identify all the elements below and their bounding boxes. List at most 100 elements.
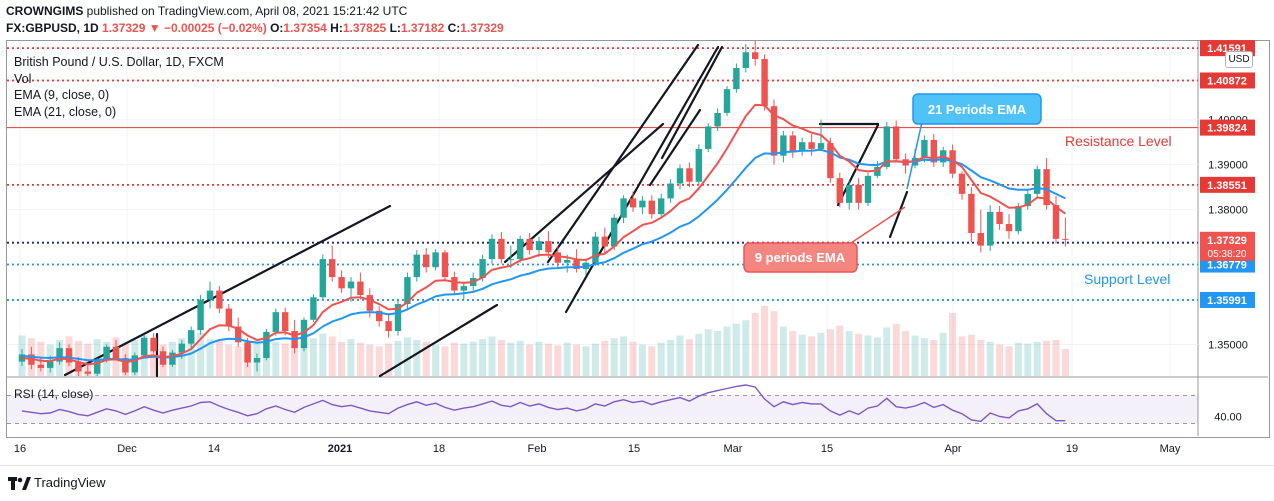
- volume-bar: [845, 331, 853, 376]
- candle-body: [517, 238, 524, 260]
- high-label: H:: [330, 21, 343, 35]
- candle-body: [564, 259, 571, 263]
- high-value: 1.37825: [342, 21, 387, 35]
- price-axis[interactable]: 1.350001.380001.390001.400001.408721.415…: [1200, 40, 1255, 352]
- volume-bar: [695, 333, 703, 376]
- candle-body: [432, 252, 439, 268]
- candle-body: [1005, 224, 1013, 232]
- candle-body: [1015, 206, 1022, 232]
- legend-ema9[interactable]: EMA (9, close, 0): [14, 88, 110, 102]
- candle-body: [836, 178, 843, 203]
- candle-body: [761, 58, 768, 107]
- candle-body: [1062, 238, 1069, 240]
- support-level-label: Support Level: [1084, 271, 1170, 287]
- candle-body: [780, 135, 787, 156]
- volume-bar: [488, 336, 496, 376]
- volume-bar: [751, 313, 759, 376]
- tradingview-logo-icon[interactable]: [8, 476, 32, 492]
- legend-ema21[interactable]: EMA (21, close, 0): [14, 104, 117, 119]
- time-tick-label: Feb: [528, 443, 547, 455]
- volume-bar: [1014, 342, 1022, 376]
- volume-bar: [685, 339, 693, 376]
- candle-body: [601, 236, 608, 247]
- volume-bar: [497, 340, 505, 376]
- ema21-label: 21 Periods EMA: [928, 102, 1027, 117]
- candle-body: [131, 355, 138, 373]
- candle-body: [460, 286, 467, 291]
- candle-body: [75, 362, 82, 372]
- open-label: O:: [270, 21, 284, 35]
- candle-body: [733, 67, 740, 90]
- legend-rsi[interactable]: RSI (14, close): [14, 387, 94, 401]
- volume-bar: [676, 335, 684, 376]
- candle-body: [319, 259, 326, 298]
- volume-bar: [403, 337, 411, 376]
- candle-body: [282, 312, 289, 332]
- volume-bar: [836, 325, 844, 376]
- volume-bar: [1043, 340, 1051, 376]
- volume-bar: [573, 344, 581, 376]
- volume-bar: [1052, 340, 1060, 376]
- volume-bar: [272, 341, 280, 376]
- candle-body: [507, 259, 514, 261]
- publish-line: CROWNGIMS published on TradingView.com, …: [6, 4, 407, 18]
- volume-bar: [996, 344, 1004, 376]
- candle-body: [103, 346, 110, 361]
- price-badge-bg: [1200, 72, 1255, 89]
- candle-body: [310, 297, 317, 320]
- volume-bar: [817, 332, 825, 376]
- trendline: [378, 303, 499, 378]
- candle-body: [329, 259, 336, 278]
- chart-legend: British Pound / U.S. Dollar, 1D, FXCM Vo…: [14, 54, 224, 120]
- currency-button[interactable]: USD: [1225, 51, 1253, 68]
- publisher-name: CROWNGIMS: [6, 4, 84, 18]
- candle-body: [977, 233, 984, 246]
- volume-bar: [225, 344, 233, 376]
- ema9-label: 9 periods EMA: [755, 250, 846, 265]
- candle-body: [188, 330, 195, 344]
- candle-body: [56, 348, 63, 362]
- price-badge: 1.35991: [1207, 295, 1247, 307]
- volume-bar: [356, 342, 364, 376]
- candle-body: [545, 241, 552, 253]
- volume-bar: [939, 332, 947, 376]
- current-price-badge: 1.37329: [1207, 235, 1247, 247]
- trendline: [564, 45, 720, 314]
- volume-bar: [328, 336, 336, 376]
- volume-bar: [1024, 343, 1032, 376]
- candle-body: [592, 236, 599, 263]
- volume-bar: [150, 340, 158, 376]
- tradingview-brand[interactable]: TradingView: [34, 475, 106, 490]
- candle-body: [37, 364, 44, 368]
- ohlc-line: FX:GBPUSD, 1D 1.37329 ▼ −0.00025 (−0.02%…: [6, 21, 504, 35]
- candles: [18, 41, 1069, 376]
- time-axis[interactable]: 16 Dec 14 2021 18 Feb 15 Mar 15 Apr 19 May: [14, 443, 1181, 455]
- volume-bar: [704, 329, 712, 376]
- close-value: 1.37329: [460, 21, 504, 35]
- time-tick-label: 19: [1066, 443, 1078, 455]
- candle-body: [658, 198, 665, 215]
- candle-body: [253, 358, 261, 363]
- volume-bar: [187, 334, 195, 376]
- footer-bar: TradingView: [0, 465, 1274, 501]
- candle-body: [742, 52, 749, 68]
- trendline: [836, 123, 880, 207]
- time-tick-label: Dec: [117, 443, 137, 455]
- volume-bar: [366, 344, 374, 376]
- volume-bar: [319, 333, 327, 376]
- candle-body: [987, 211, 994, 246]
- time-tick-label: Apr: [944, 443, 961, 455]
- candle-body: [1052, 205, 1060, 239]
- volume-bar: [977, 340, 985, 376]
- candle-body: [300, 319, 308, 349]
- candle-body: [423, 254, 430, 268]
- candle-body: [855, 184, 862, 203]
- time-tick-label: 15: [821, 443, 833, 455]
- rsi-band: [7, 395, 1198, 424]
- candle-body: [1034, 169, 1041, 194]
- legend-vol[interactable]: Vol: [14, 71, 32, 86]
- volume-bar: [967, 334, 975, 376]
- low-label: L:: [389, 21, 401, 35]
- price-badge: 1.36779: [1207, 260, 1247, 272]
